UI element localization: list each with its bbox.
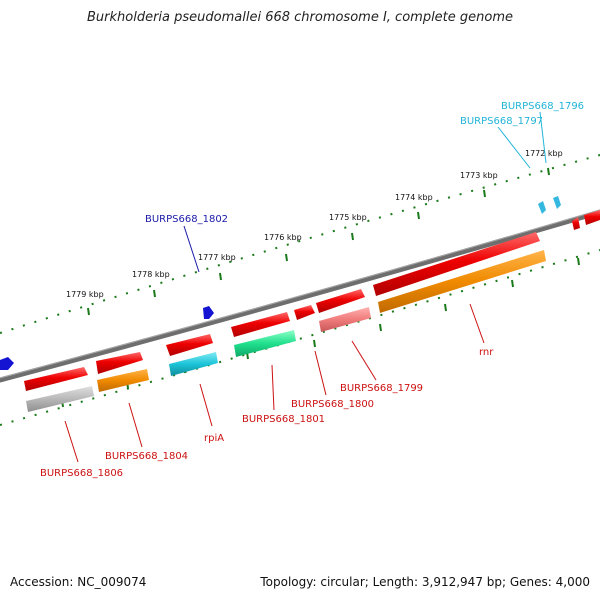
gene-feature[interactable] (538, 201, 546, 214)
major-ticks (87, 167, 550, 316)
small-features[interactable] (0, 196, 561, 370)
gene-feature[interactable] (24, 367, 88, 391)
gene-feature[interactable] (0, 357, 14, 370)
tick-label: 1779 kbp (66, 290, 104, 299)
gene-label[interactable]: BURPS668_1796 (501, 101, 584, 112)
gene-feature[interactable] (378, 250, 546, 313)
gene-label[interactable]: rnr (479, 347, 494, 358)
genome-title: Burkholderia pseudomallei 668 chromosome… (86, 10, 514, 25)
gene-label[interactable]: BURPS668_1797 (460, 116, 543, 127)
gene-feature[interactable] (97, 369, 149, 392)
topology-text: Topology: circular; Length: 3,912,947 bp… (260, 575, 590, 589)
gene-features-forward[interactable] (24, 210, 600, 391)
tick-label: 1772 kbp (525, 149, 563, 158)
tick-label: 1773 kbp (460, 171, 498, 180)
gene-feature[interactable] (203, 306, 214, 319)
gene-feature[interactable] (26, 386, 94, 412)
tick-label: 1776 kbp (264, 233, 302, 242)
gene-feature[interactable] (234, 330, 296, 357)
accession-text: Accession: NC_009074 (10, 575, 147, 589)
outer-scale-ring (0, 154, 600, 334)
gene-feature[interactable] (553, 196, 561, 209)
gene-label[interactable]: BURPS668_1801 (242, 414, 325, 425)
gene-label[interactable]: BURPS668_1799 (340, 383, 423, 394)
gene-feature[interactable] (169, 352, 218, 376)
gene-label[interactable]: rpiA (204, 433, 224, 444)
gene-feature[interactable] (572, 217, 580, 230)
gene-label[interactable]: BURPS668_1806 (40, 468, 123, 479)
gene-feature[interactable] (294, 305, 315, 320)
gene-label[interactable]: BURPS668_1800 (291, 399, 374, 410)
gene-feature[interactable] (316, 289, 365, 313)
gene-label[interactable]: BURPS668_1804 (105, 451, 188, 462)
tick-label: 1777 kbp (198, 253, 236, 262)
gene-label[interactable]: BURPS668_1802 (145, 214, 228, 225)
inner-scale-ring (0, 249, 600, 426)
gene-feature[interactable] (166, 334, 213, 356)
gene-feature[interactable] (584, 210, 600, 225)
tick-label: 1774 kbp (395, 193, 433, 202)
gene-feature[interactable] (96, 352, 143, 374)
tick-label: 1775 kbp (329, 213, 367, 222)
tick-label: 1778 kbp (132, 270, 170, 279)
gene-feature[interactable] (373, 232, 540, 296)
label-leader-lines (64, 111, 547, 463)
gene-feature[interactable] (231, 312, 290, 337)
gene-feature[interactable] (319, 307, 371, 332)
chromosome-backbone (0, 209, 600, 383)
gene-features-reverse[interactable] (26, 250, 546, 412)
